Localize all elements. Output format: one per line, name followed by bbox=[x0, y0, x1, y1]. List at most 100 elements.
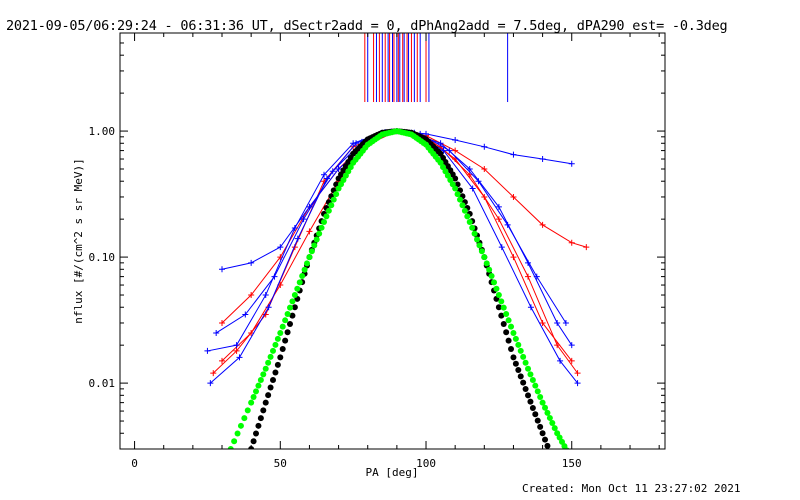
x-tick-label: 150 bbox=[562, 457, 582, 470]
model-curve-dot bbox=[452, 185, 459, 192]
plot-area bbox=[204, 33, 590, 500]
model-curve-dot bbox=[253, 388, 260, 395]
model-curve-dot bbox=[488, 273, 495, 280]
model-curve-dot bbox=[265, 359, 272, 366]
data-point-cross bbox=[204, 347, 211, 354]
model-curve-dot bbox=[227, 446, 234, 449]
model-curve-dot bbox=[557, 471, 563, 477]
model-curve-dot bbox=[284, 329, 291, 336]
data-point-cross bbox=[481, 166, 488, 172]
model-curve-dot bbox=[534, 388, 541, 395]
model-curve-dot bbox=[508, 346, 515, 353]
model-curve-dot bbox=[260, 407, 267, 414]
model-curve-dot bbox=[321, 218, 328, 225]
model-curve-dot bbox=[250, 393, 257, 400]
model-curve-dot bbox=[549, 456, 555, 462]
created-timestamp: Created: Mon Oct 11 23:27:02 2021 bbox=[522, 482, 741, 495]
model-curve-dot bbox=[257, 415, 264, 422]
model-curve-dot bbox=[551, 425, 558, 432]
model-curve-dot bbox=[294, 285, 301, 292]
data-point-cross bbox=[452, 147, 459, 154]
model-curve-dot bbox=[270, 377, 277, 384]
data-point-cross bbox=[510, 254, 517, 261]
data-point-cross bbox=[277, 244, 284, 251]
model-curve-dot bbox=[454, 191, 461, 198]
model-curve-dot bbox=[241, 415, 248, 422]
data-point-cross bbox=[510, 193, 517, 200]
x-tick-label: 50 bbox=[274, 457, 287, 470]
model-curve-dot bbox=[291, 292, 298, 299]
model-curve-dot bbox=[539, 430, 546, 437]
model-curve-dot bbox=[481, 254, 488, 261]
model-curve-dot bbox=[257, 377, 264, 384]
model-curve-dot bbox=[304, 260, 311, 267]
model-curve-dot bbox=[542, 436, 549, 443]
data-point-cross bbox=[248, 259, 255, 266]
model-curve-dot bbox=[515, 341, 522, 348]
model-curve-dot bbox=[529, 404, 536, 411]
model-curve-dot bbox=[253, 430, 260, 437]
model-curve-dot bbox=[318, 224, 325, 231]
data-point-cross bbox=[504, 221, 511, 228]
data-point-cross bbox=[568, 342, 575, 349]
series-line bbox=[221, 130, 587, 324]
model-curve-dot bbox=[564, 447, 570, 449]
data-point-cross bbox=[300, 216, 307, 223]
data-point-cross bbox=[233, 342, 240, 349]
model-curve-dot bbox=[559, 473, 565, 479]
model-curve-dot bbox=[554, 468, 560, 474]
model-curve-dot bbox=[262, 365, 269, 372]
model-curve-dot bbox=[234, 430, 241, 437]
data-point-cross bbox=[481, 193, 488, 200]
model-curve-dot bbox=[250, 438, 257, 445]
model-curve-dot bbox=[313, 236, 320, 243]
model-curve-dot bbox=[534, 417, 541, 424]
model-curve-dot bbox=[544, 409, 551, 416]
model-curve-dot bbox=[267, 384, 274, 391]
data-point-cross bbox=[219, 266, 226, 273]
model-curve-dot bbox=[498, 298, 505, 305]
data-point-cross bbox=[291, 225, 298, 232]
model-curve-dot bbox=[517, 373, 524, 380]
model-curve-dot bbox=[542, 404, 549, 411]
model-curve-dot bbox=[267, 353, 274, 360]
x-tick-label: 100 bbox=[416, 457, 436, 470]
model-curve-dot bbox=[478, 248, 485, 255]
model-curve-dot bbox=[503, 310, 510, 317]
model-curve-dot bbox=[301, 266, 308, 273]
y-tick-label: 0.01 bbox=[89, 377, 116, 390]
model-curve-dot bbox=[284, 310, 291, 317]
model-curve-dot bbox=[277, 329, 284, 336]
model-curve-dot bbox=[503, 329, 510, 336]
model-curve-dot bbox=[527, 371, 534, 378]
data-point-cross bbox=[321, 171, 328, 178]
model-curve-dot bbox=[282, 317, 289, 324]
model-curve-dot bbox=[291, 304, 298, 311]
data-point-cross bbox=[323, 175, 330, 182]
x-axis-label: PA [deg] bbox=[366, 466, 419, 479]
model-curve-dot bbox=[464, 213, 471, 220]
data-point-cross bbox=[527, 304, 534, 311]
data-point-cross bbox=[353, 140, 360, 147]
data-point-cross bbox=[495, 216, 502, 223]
model-curve-dot bbox=[237, 422, 244, 429]
data-point-cross bbox=[207, 380, 214, 387]
model-curve-dot bbox=[515, 367, 522, 374]
data-point-cross bbox=[466, 166, 473, 172]
model-curve-dot bbox=[325, 207, 332, 214]
model-curve-dot bbox=[572, 495, 578, 500]
data-point-cross bbox=[440, 147, 447, 154]
data-point-cross bbox=[533, 273, 540, 280]
model-curve-dot bbox=[289, 312, 296, 319]
model-curve-dot bbox=[510, 354, 517, 361]
model-curve-dot bbox=[544, 442, 551, 449]
data-point-cross bbox=[498, 244, 505, 251]
data-point-cross bbox=[248, 292, 255, 299]
data-point-cross bbox=[306, 228, 313, 235]
model-curve-dot bbox=[505, 317, 512, 324]
model-curve-dot bbox=[527, 398, 534, 405]
model-curve-dot bbox=[512, 335, 519, 342]
model-curve-dot bbox=[498, 312, 505, 319]
data-point-cross bbox=[554, 319, 561, 326]
